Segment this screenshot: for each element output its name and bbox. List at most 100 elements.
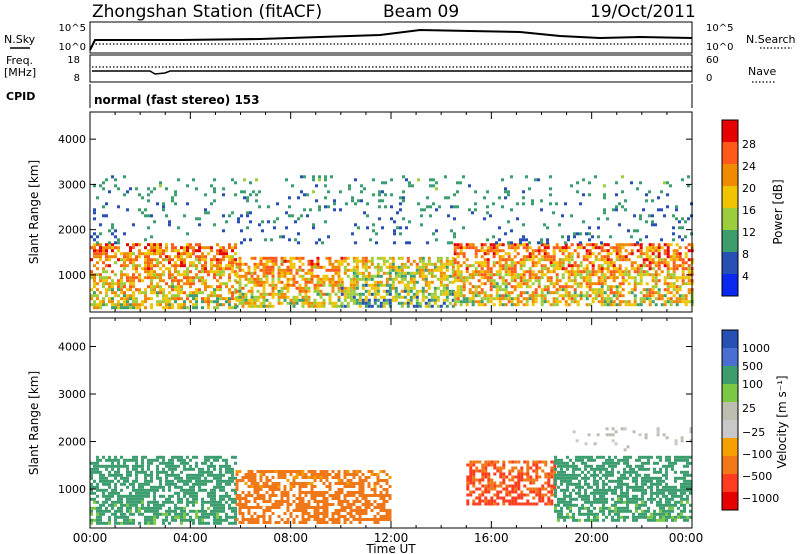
power-cell: [594, 288, 598, 292]
velocity-cell: [310, 506, 314, 509]
velocity-cell: [550, 466, 554, 470]
velocity-cell: [475, 469, 479, 473]
velocity-cell: [563, 479, 566, 483]
velocity-cell: [535, 472, 539, 476]
velocity-cell: [623, 515, 626, 519]
power-cell: [165, 258, 168, 262]
velocity-cell: [304, 476, 308, 479]
velocity-cell: [93, 491, 96, 495]
velocity-cell: [575, 467, 578, 471]
power-cell: [159, 246, 162, 250]
power-cell: [111, 288, 114, 292]
power-cell: [144, 267, 147, 271]
power-cell: [418, 256, 422, 260]
power-cell: [276, 217, 279, 221]
velocity-cell: [102, 464, 105, 468]
velocity-cell: [180, 470, 183, 474]
velocity-cell: [153, 488, 156, 492]
power-cell: [222, 193, 225, 197]
velocity-cell: [126, 518, 129, 522]
power-cell: [153, 246, 156, 250]
velocity-cell: [135, 458, 138, 462]
power-cell: [531, 294, 535, 298]
velocity-cell: [198, 473, 201, 477]
velocity-cell: [165, 512, 168, 516]
power-cell: [528, 279, 532, 283]
power-cell: [162, 297, 165, 301]
power-cell: [111, 270, 114, 274]
power-cell: [651, 276, 655, 280]
velocity-cell: [626, 509, 629, 513]
power-cell: [687, 217, 690, 221]
power-cell: [666, 288, 670, 292]
power-cell: [427, 286, 431, 290]
power-cell: [453, 258, 457, 262]
power-cell: [480, 267, 484, 271]
power-cell: [391, 283, 395, 287]
power-cell: [123, 175, 126, 179]
power-cell: [352, 283, 356, 287]
power-cell: [235, 271, 239, 275]
power-cell: [150, 190, 153, 194]
power-cell: [480, 270, 484, 274]
velocity-cell: [566, 515, 569, 519]
velocity-cell: [623, 506, 626, 510]
power-cell: [552, 285, 556, 289]
power-cell: [180, 306, 183, 310]
power-cell: [183, 306, 186, 310]
velocity-cell: [277, 488, 281, 491]
power-cell: [250, 301, 254, 305]
power-cell: [93, 282, 96, 286]
power-cell: [439, 292, 443, 296]
power-cell: [615, 208, 618, 212]
power-cell: [409, 295, 413, 299]
velocity-cell: [349, 479, 353, 482]
power-cell: [534, 279, 538, 283]
power-cell: [225, 255, 228, 259]
power-cell: [271, 286, 275, 290]
power-cell: [391, 268, 395, 272]
velocity-cell: [159, 485, 162, 489]
velocity-cell: [138, 521, 141, 525]
power-cell: [328, 262, 332, 266]
power-cell: [591, 243, 595, 247]
power-cell: [370, 286, 374, 290]
velocity-cell: [111, 461, 114, 465]
power-cell: [570, 264, 574, 268]
velocity-cell: [259, 494, 263, 497]
power-cell: [618, 273, 622, 277]
power-cell: [153, 258, 156, 262]
power-cell: [388, 271, 392, 275]
power-cell: [471, 300, 475, 304]
velocity-cell: [189, 464, 192, 468]
velocity-cell: [114, 470, 117, 474]
velocity-cell: [195, 494, 198, 498]
power-cell: [564, 282, 568, 286]
power-cell: [639, 264, 643, 268]
velocity-cell: [198, 515, 201, 519]
power-cell: [132, 282, 135, 286]
power-cell: [228, 243, 231, 247]
power-cell: [135, 303, 138, 307]
power-cell: [453, 294, 457, 298]
velocity-cell: [90, 521, 93, 525]
velocity-cell: [593, 482, 596, 486]
velocity-cell: [144, 479, 147, 483]
power-cell: [669, 303, 673, 307]
velocity-cell: [511, 487, 515, 491]
velocity-cell: [304, 518, 308, 521]
power-cell: [522, 235, 525, 239]
velocity-cell: [532, 469, 536, 473]
velocity-cell: [228, 497, 231, 501]
power-cell: [400, 268, 404, 272]
power-cell: [303, 175, 306, 179]
power-cell: [222, 187, 225, 191]
velocity-cell: [358, 491, 362, 494]
velocity-cell: [484, 463, 488, 467]
velocity-cell: [620, 473, 623, 477]
power-cell: [292, 295, 296, 299]
power-cell: [507, 282, 511, 286]
velocity-cell: [268, 506, 272, 509]
velocity-cell: [105, 500, 108, 504]
power-cell: [445, 283, 449, 287]
